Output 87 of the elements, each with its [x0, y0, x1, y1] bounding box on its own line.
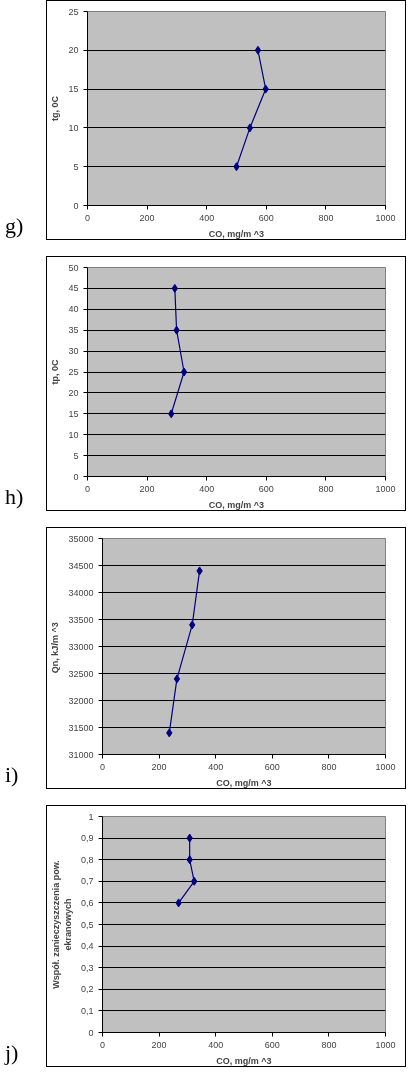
- y-tick-label: 0,6: [80, 897, 94, 908]
- y-tick-label: 35000: [68, 533, 94, 544]
- y-tick-label: 0,2: [80, 984, 94, 995]
- x-tick-label: 400: [208, 1039, 224, 1050]
- x-tick-label: 600: [264, 761, 280, 772]
- y-tick-label: 40: [68, 304, 79, 315]
- x-tick-label: 400: [199, 483, 215, 494]
- y-tick-label: 0,4: [80, 941, 94, 952]
- x-tick-label: 800: [318, 212, 334, 223]
- x-axis-title: CO, mg/m ^3: [208, 228, 265, 239]
- y-tick-label: 50: [68, 262, 79, 273]
- y-tick-label: 31500: [68, 722, 94, 733]
- y-axis-title: tg, 0C: [50, 95, 61, 121]
- point: [233, 162, 240, 172]
- x-tick-label: 200: [139, 212, 155, 223]
- y-tick-label: 31000: [68, 749, 94, 760]
- x-tick-label: 800: [321, 761, 337, 772]
- y-tick-label: 0: [73, 200, 79, 211]
- y-tick-label: 20: [68, 387, 79, 398]
- y-tick-label: 10: [68, 429, 79, 440]
- point: [189, 620, 196, 630]
- x-tick-label: 800: [321, 1039, 337, 1050]
- y-tick-label: 5: [73, 450, 79, 461]
- x-tick-label: 1000: [375, 1039, 396, 1050]
- point: [168, 409, 175, 419]
- point: [166, 728, 173, 738]
- point: [173, 325, 180, 335]
- text: g): [5, 211, 24, 240]
- x-tick-label: 800: [318, 483, 334, 494]
- y-tick-label: 20: [68, 45, 79, 56]
- x-tick-label: 600: [258, 212, 274, 223]
- point: [196, 566, 203, 576]
- point: [175, 898, 182, 908]
- x-tick-label: 600: [258, 483, 274, 494]
- x-axis-title: CO, mg/m ^3: [208, 499, 265, 510]
- y-tick-label: 30: [68, 346, 79, 357]
- x-tick-label: 200: [151, 761, 167, 772]
- y-tick-label: 25: [68, 6, 79, 17]
- x-tick-label: 600: [264, 1039, 280, 1050]
- point: [262, 84, 269, 94]
- x-axis-title: CO, mg/m ^3: [216, 1055, 272, 1066]
- y-tick-label: 0,8: [80, 854, 94, 865]
- point: [186, 855, 193, 865]
- x-axis-title: CO, mg/m ^3: [216, 777, 272, 788]
- y-tick-label: 45: [68, 283, 79, 294]
- y-tick-label: 0: [73, 471, 79, 482]
- x-tick-label: 200: [151, 1039, 167, 1050]
- y-tick-label: 33500: [68, 614, 94, 625]
- y-tick-label: 10: [68, 122, 79, 133]
- y-axis-title: tp, 0C: [50, 359, 61, 385]
- point: [186, 833, 193, 843]
- y-tick-label: 0,3: [80, 962, 94, 973]
- x-tick-label: 0: [100, 761, 106, 772]
- x-tick-label: 0: [100, 1039, 106, 1050]
- y-tick-label: 15: [68, 408, 79, 419]
- y-tick-label: 32000: [68, 695, 94, 706]
- text: h): [5, 482, 24, 511]
- x-tick-label: 400: [199, 212, 215, 223]
- point: [180, 367, 188, 377]
- text: j): [5, 1038, 19, 1067]
- y-tick-label: 5: [73, 161, 79, 172]
- point: [171, 283, 178, 293]
- y-tick-label: 34000: [68, 587, 94, 598]
- point: [254, 45, 262, 55]
- x-tick-label: 1000: [375, 761, 396, 772]
- y-axis-title: Qn, kJ/m ^3: [50, 622, 61, 674]
- text: i): [5, 760, 19, 789]
- y-tick-label: 0,7: [80, 876, 94, 887]
- y-tick-label: 15: [68, 84, 79, 95]
- y-tick-label: 1: [88, 811, 94, 822]
- point: [246, 123, 254, 133]
- y-tick-label: 0: [88, 1027, 94, 1038]
- point: [191, 876, 198, 886]
- x-tick-label: 200: [139, 483, 155, 494]
- point: [173, 674, 181, 684]
- y-axis-title: Współ. zanieczyszczenia pow. ekranowych: [50, 860, 73, 989]
- y-tick-label: 33000: [68, 641, 94, 652]
- y-tick-label: 25: [68, 367, 79, 377]
- y-tick-label: 0,1: [80, 1005, 94, 1016]
- x-tick-label: 400: [208, 761, 224, 772]
- y-tick-label: 34500: [68, 560, 94, 571]
- y-tick-label: 35: [68, 325, 79, 336]
- y-tick-label: 0,9: [80, 833, 94, 844]
- x-tick-label: 1000: [375, 483, 396, 494]
- y-tick-label: 32500: [68, 668, 94, 679]
- y-tick-label: 0,5: [80, 919, 94, 930]
- x-tick-label: 1000: [375, 212, 396, 223]
